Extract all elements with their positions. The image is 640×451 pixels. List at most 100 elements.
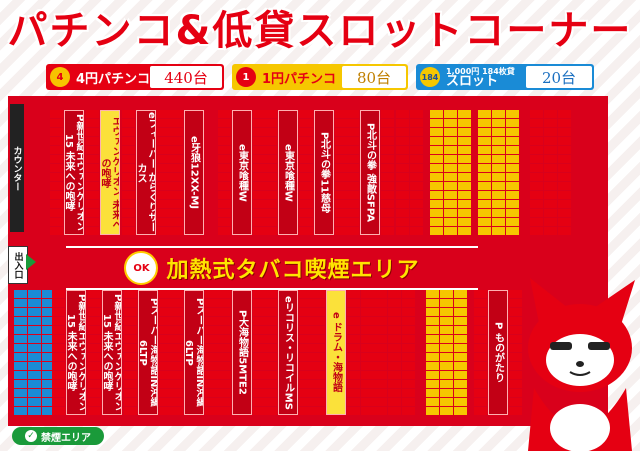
machine-seat xyxy=(50,164,63,172)
machine-column xyxy=(312,290,325,415)
machine-seat xyxy=(347,362,360,370)
machine-seat xyxy=(388,389,401,397)
machine-seat xyxy=(440,398,453,406)
machine-seat xyxy=(157,164,170,172)
machine-seat xyxy=(253,380,266,388)
machine-seat xyxy=(544,128,557,136)
machine-seat xyxy=(205,362,218,370)
machine-seat xyxy=(509,326,522,334)
machine-title-panel: P ものがたり xyxy=(488,290,508,415)
machine-seat xyxy=(264,407,277,415)
machine-seat xyxy=(509,308,522,316)
machine-seat xyxy=(312,308,325,316)
machine-column xyxy=(253,290,266,415)
machine-bank xyxy=(14,290,55,415)
machine-seat xyxy=(458,119,471,127)
machine-column xyxy=(474,290,487,415)
entrance-label: 出入口 xyxy=(8,246,28,284)
machine-seat xyxy=(506,119,519,127)
machine-seat xyxy=(335,227,348,235)
machine-seat xyxy=(346,182,359,190)
machine-seat xyxy=(88,407,101,415)
machine-seat xyxy=(544,119,557,127)
machine-seat xyxy=(335,137,348,145)
machine-seat xyxy=(506,110,519,118)
machine-column xyxy=(361,290,374,415)
machine-seat xyxy=(347,290,360,298)
machine-seat xyxy=(88,380,101,388)
machine-seat xyxy=(312,362,325,370)
legend-1yen-pachinko: 1 1円パチンコ 80台 xyxy=(232,64,408,90)
machine-seat xyxy=(300,146,313,154)
machine-seat xyxy=(86,146,99,154)
machine-seat xyxy=(264,290,277,298)
machine-seat xyxy=(396,146,409,154)
machine-seat xyxy=(122,146,135,154)
legend-4yen-pachinko: 4 4円パチンコ 440台 xyxy=(46,64,224,90)
machine-seat xyxy=(402,398,415,406)
machine-seat xyxy=(264,155,277,163)
machine-seat xyxy=(88,362,101,370)
machine-seat xyxy=(253,209,266,217)
machine-seat xyxy=(52,317,65,325)
machine-seat xyxy=(264,173,277,181)
machine-seat xyxy=(253,182,266,190)
no-smoking-label: 禁煙エリア xyxy=(41,432,91,444)
machine-seat xyxy=(474,371,487,379)
machine-seat xyxy=(374,380,387,388)
machine-seat xyxy=(474,362,487,370)
machine-seat xyxy=(86,155,99,163)
machine-seat xyxy=(264,191,277,199)
machine-seat xyxy=(410,182,423,190)
machine-seat xyxy=(253,362,266,370)
machine-seat xyxy=(299,380,312,388)
machine-seat xyxy=(218,155,231,163)
machine-seat xyxy=(124,362,137,370)
machine-seat xyxy=(347,326,360,334)
machine-seat xyxy=(478,155,491,163)
machine-seat xyxy=(402,362,415,370)
machine-title-panel: e牙狼12XX-MJ xyxy=(184,110,204,235)
machine-seat xyxy=(530,182,543,190)
machine-seat xyxy=(253,110,266,118)
legend-count: 20台 xyxy=(526,66,592,88)
machine-seat xyxy=(346,146,359,154)
machine-seat xyxy=(454,407,467,415)
machine-seat xyxy=(347,389,360,397)
machine-seat xyxy=(410,137,423,145)
machine-seat xyxy=(300,182,313,190)
ok-badge-icon: OK xyxy=(124,251,159,285)
machine-seat xyxy=(402,299,415,307)
machine-seat xyxy=(347,407,360,415)
machine-seat xyxy=(300,191,313,199)
machine-seat xyxy=(444,155,457,163)
machine-seat xyxy=(544,191,557,199)
machine-seat xyxy=(299,389,312,397)
machine-seat xyxy=(440,317,453,325)
machine-seat xyxy=(157,173,170,181)
machine-seat xyxy=(205,389,218,397)
machine-seat xyxy=(253,200,266,208)
machine-seat xyxy=(157,137,170,145)
machine-bank xyxy=(426,290,467,415)
machine-seat xyxy=(544,164,557,172)
machine-seat xyxy=(426,290,439,298)
machine-seat xyxy=(361,326,374,334)
machine-seat xyxy=(122,191,135,199)
machine-seat xyxy=(312,317,325,325)
machine-seat xyxy=(454,371,467,379)
machine-seat xyxy=(88,389,101,397)
machine-seat xyxy=(300,128,313,136)
machine-seat xyxy=(458,137,471,145)
machine-seat xyxy=(205,317,218,325)
machine-seat xyxy=(50,128,63,136)
machine-seat xyxy=(170,299,183,307)
machine-seat xyxy=(218,182,231,190)
legend-label: 1,000円 184枚貸 スロット xyxy=(446,67,515,88)
machine-seat xyxy=(253,119,266,127)
machine-seat xyxy=(454,290,467,298)
machine-seat xyxy=(300,227,313,235)
machine-seat xyxy=(86,137,99,145)
machine-column xyxy=(157,110,170,235)
machine-seat xyxy=(42,371,55,379)
